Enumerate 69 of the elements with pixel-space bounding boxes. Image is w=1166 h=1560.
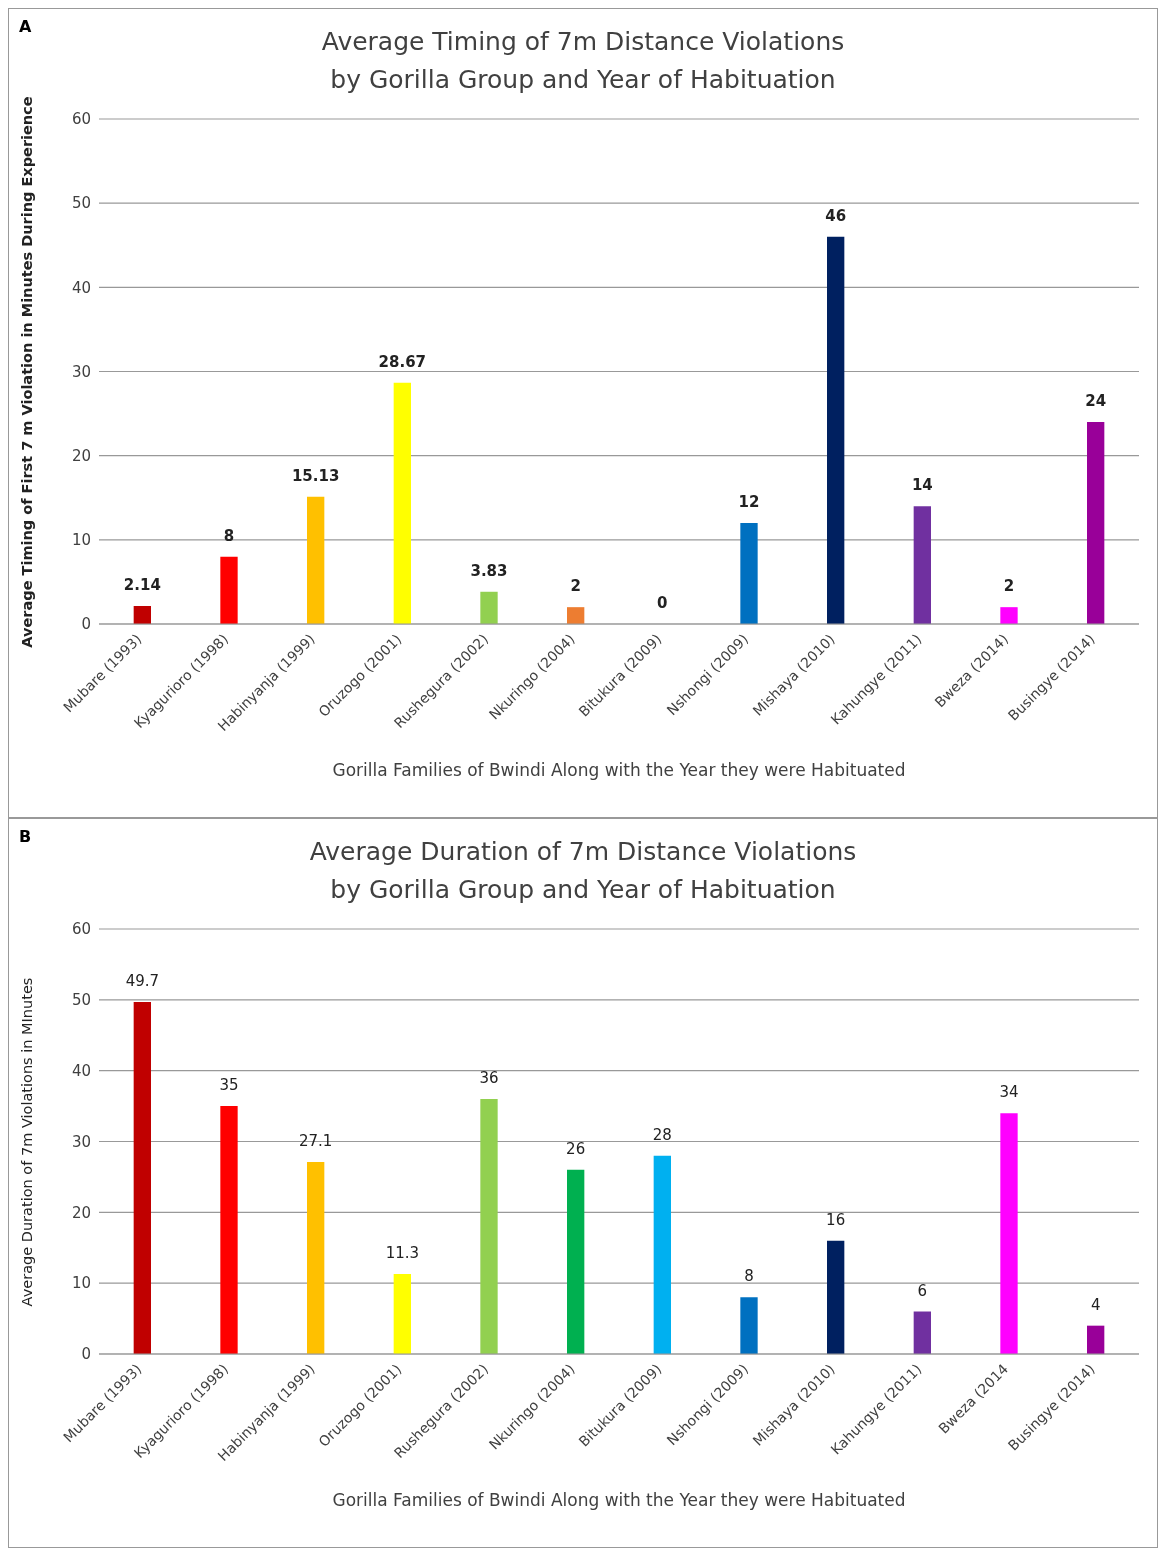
data-label: 26	[565, 1139, 587, 1158]
data-label: 2	[1002, 577, 1016, 596]
chart-title: Average Duration of 7m Distance Violations by Gorilla Group and Year of Habituation	[308, 837, 858, 906]
data-label: 8	[743, 1267, 755, 1286]
data-label: 36	[478, 1069, 500, 1087]
data-label: 28.67	[377, 352, 428, 371]
y-tick-label: 60	[71, 110, 91, 129]
data-label: 24	[1084, 392, 1108, 410]
y-tick-label: 30	[71, 1132, 91, 1151]
bar	[133, 1001, 151, 1354]
y-tick-label: 40	[71, 278, 91, 297]
data-label: 49.7	[124, 971, 161, 990]
chart-title: Average Timing of 7m Distance Violations by Gorilla Group and Year of Habituation	[321, 27, 845, 94]
bar	[1087, 422, 1105, 624]
data-label: 4	[1089, 1295, 1102, 1314]
data-label: 0	[656, 594, 669, 612]
bar	[827, 1240, 845, 1354]
bar	[567, 607, 585, 624]
data-label: 11.3	[384, 1243, 421, 1262]
data-label: 28	[651, 1125, 673, 1144]
data-label: 3.83	[469, 561, 509, 580]
data-label: 12	[737, 493, 761, 511]
data-label: 16	[825, 1210, 847, 1229]
bar	[913, 506, 931, 624]
data-label: 14	[910, 476, 934, 495]
data-label: 8	[222, 526, 236, 545]
y-tick-label: 40	[71, 1061, 91, 1080]
bar	[653, 1155, 671, 1354]
data-label: 46	[824, 206, 848, 225]
y-tick-label: 20	[71, 446, 91, 465]
data-label: 6	[916, 1281, 929, 1300]
bar	[1087, 1325, 1105, 1354]
bar	[827, 236, 845, 624]
bar	[480, 1099, 498, 1354]
y-tick-label: 20	[71, 1203, 91, 1222]
y-axis-title: Average Duration of 7m Violations in MInutes	[19, 977, 35, 1306]
data-label: 27.1	[297, 1132, 334, 1151]
data-label: 34	[998, 1083, 1020, 1102]
x-axis-title: Gorilla Families of Bwindi Along with the Year they were Habituated	[332, 1490, 906, 1510]
data-label: 2.14	[122, 575, 162, 594]
y-tick-label: 30	[71, 362, 91, 381]
bar	[1000, 1113, 1018, 1354]
x-axis-title: Gorilla Families of Bwindi Along with the Year they were Habituated	[332, 760, 906, 780]
y-tick-label: 0	[81, 1345, 91, 1364]
bar	[740, 523, 758, 624]
y-tick-label: 10	[71, 531, 91, 550]
bar	[480, 591, 498, 624]
bar	[1000, 607, 1018, 624]
bar	[220, 556, 238, 624]
y-axis-title: Average Timing of First 7 m Violation in Minutes During Experience	[19, 95, 35, 648]
bar	[307, 496, 325, 624]
bar	[393, 1273, 411, 1354]
bar	[220, 1106, 238, 1354]
text: B	[19, 827, 32, 846]
text: A	[19, 17, 32, 36]
data-label: 2	[569, 577, 582, 596]
bar	[567, 1169, 585, 1354]
bar	[393, 382, 411, 624]
bar	[913, 1311, 931, 1354]
bar	[307, 1162, 325, 1354]
y-tick-label: 0	[81, 615, 91, 634]
y-tick-label: 10	[71, 1274, 91, 1293]
bar	[133, 605, 151, 624]
y-tick-label: 60	[71, 920, 91, 939]
y-tick-label: 50	[71, 194, 91, 213]
y-tick-label: 50	[71, 991, 91, 1010]
data-label: 35	[218, 1076, 240, 1095]
data-label: 15.13	[290, 466, 341, 485]
bar	[740, 1297, 758, 1354]
